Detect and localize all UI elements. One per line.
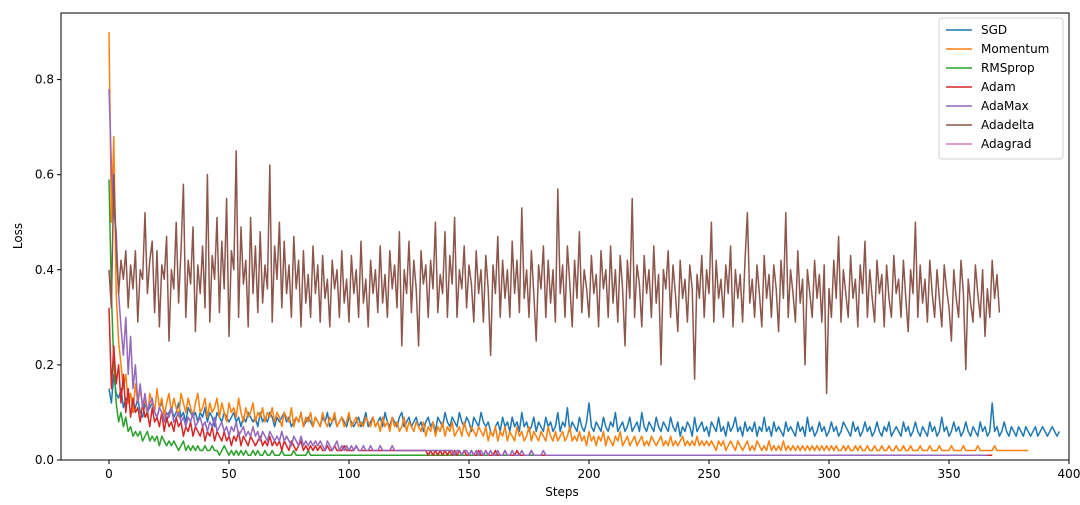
x-tick-label: 300: [818, 467, 841, 481]
x-axis-title: Steps: [545, 485, 579, 499]
series-line-momentum: [108, 32, 1029, 452]
x-axis-ticks: 0 50 100 150 200 250 300 350 400: [105, 460, 1080, 481]
x-tick-label: 0: [105, 467, 113, 481]
series-line-sgd: [108, 373, 1061, 437]
y-tick-label: 0.4: [35, 263, 54, 277]
x-tick-label: 350: [938, 467, 961, 481]
legend: SGD Momentum RMSprop Adam AdaMax Adadelta Adag…: [938, 17, 1064, 160]
y-tick-label: 0.6: [35, 168, 54, 182]
y-tick-label: 0.2: [35, 358, 54, 372]
y-axis-title: Loss: [11, 223, 25, 249]
y-tick-label: 0.0: [35, 453, 54, 467]
series-line-adadelta: [108, 150, 1001, 395]
x-tick-label: 400: [1058, 467, 1080, 481]
x-tick-label: 200: [578, 467, 601, 481]
legend-box: [938, 17, 1064, 160]
x-tick-label: 150: [458, 467, 481, 481]
legend-label-adadelta: Adadelta: [981, 118, 1034, 132]
legend-label-rmsprop: RMSprop: [981, 61, 1035, 75]
legend-label-adamax: AdaMax: [981, 99, 1029, 113]
axes-frame: [60, 12, 1070, 461]
y-axis-ticks: 0.0 0.2 0.4 0.6 0.8: [35, 73, 61, 467]
series-line-adamax: [108, 89, 988, 456]
legend-label-adam: Adam: [981, 80, 1016, 94]
legend-label-sgd: SGD: [981, 23, 1007, 37]
x-tick-label: 100: [338, 467, 361, 481]
y-tick-label: 0.8: [35, 73, 54, 87]
x-tick-label: 250: [698, 467, 721, 481]
legend-label-momentum: Momentum: [981, 42, 1049, 56]
x-tick-label: 50: [221, 467, 236, 481]
plot-lines: [108, 32, 1061, 456]
legend-label-adagrad: Adagrad: [981, 137, 1032, 151]
